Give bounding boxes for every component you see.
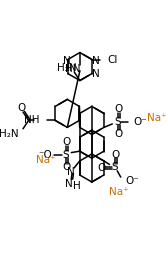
Text: H₂N: H₂N — [0, 129, 19, 139]
Text: O: O — [98, 163, 106, 173]
Text: Cl: Cl — [107, 55, 118, 65]
Text: O: O — [62, 137, 71, 147]
Text: S: S — [62, 150, 69, 160]
Text: ⁻O: ⁻O — [38, 150, 52, 160]
Text: H: H — [73, 181, 81, 191]
Text: Na⁺: Na⁺ — [147, 113, 167, 123]
Text: H₂N: H₂N — [57, 63, 77, 73]
Text: N: N — [65, 179, 72, 189]
Text: Na⁺: Na⁺ — [109, 188, 128, 197]
Text: N: N — [92, 56, 99, 66]
Text: O⁻: O⁻ — [126, 176, 139, 186]
Text: O⁻: O⁻ — [133, 117, 147, 127]
Text: O: O — [112, 150, 120, 160]
Text: S: S — [115, 117, 121, 127]
Text: NH: NH — [24, 115, 40, 125]
Text: O: O — [114, 129, 123, 139]
Text: HN: HN — [65, 64, 81, 74]
Text: S: S — [112, 162, 118, 172]
Text: N: N — [92, 69, 99, 78]
Text: O: O — [17, 103, 26, 113]
Text: O: O — [62, 162, 71, 172]
Text: N: N — [62, 56, 70, 66]
Text: N: N — [67, 167, 74, 177]
Text: O: O — [114, 104, 123, 114]
Text: Na⁺: Na⁺ — [36, 155, 56, 165]
